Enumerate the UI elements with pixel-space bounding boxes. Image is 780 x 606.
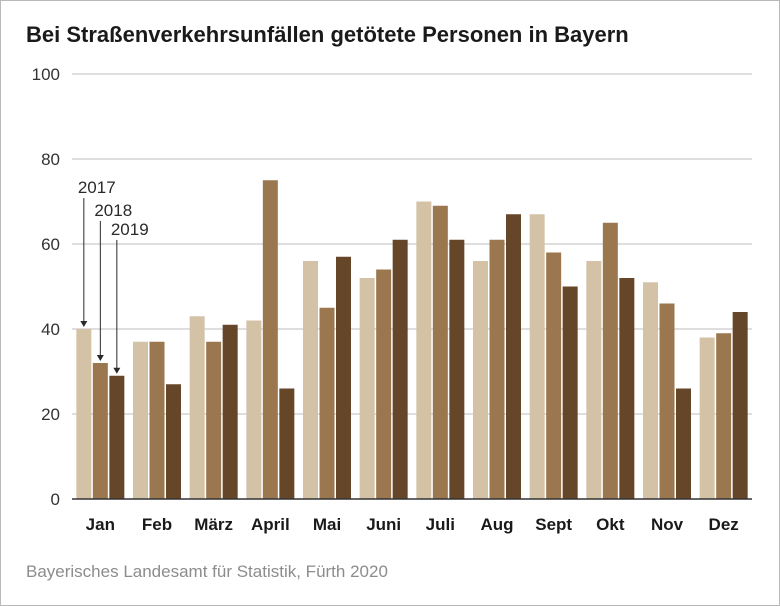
bar-2019-Juli [449, 239, 465, 499]
source-note: Bayerisches Landesamt für Statistik, Für… [26, 562, 388, 581]
bar-2019-Aug [506, 214, 521, 499]
bar-2019-Sept [562, 286, 578, 499]
x-tick-label: Juli [426, 515, 455, 534]
bar-2018-März [206, 341, 222, 499]
x-tick-label: Sept [535, 515, 572, 534]
y-tick-label: 100 [32, 65, 60, 84]
y-tick-label: 20 [41, 405, 60, 424]
bar-2017-Dez [699, 337, 715, 499]
bar-2018-Aug [489, 239, 505, 499]
bar-2018-Juli [432, 205, 448, 499]
bar-2017-März [189, 316, 205, 499]
bar-2017-Juli [416, 201, 432, 499]
y-tick-label: 60 [41, 235, 60, 254]
series-label-2017: 2017 [78, 178, 116, 197]
bar-2018-Mai [319, 307, 335, 499]
bar-2019-Mai [336, 256, 351, 499]
bar-2018-Nov [659, 303, 675, 499]
y-tick-label: 0 [51, 490, 60, 509]
series-arrow-head [113, 367, 121, 374]
x-tick-label: Dez [709, 515, 739, 534]
bar-2017-Feb [133, 341, 148, 499]
gridlines [72, 73, 752, 415]
x-tick-label: Okt [596, 515, 625, 534]
series-label-2019: 2019 [111, 220, 149, 239]
bar-2018-Juni [376, 269, 392, 499]
series-arrow-head [80, 321, 88, 327]
x-tick-label: Juni [366, 515, 401, 534]
chart-title: Bei Straßenverkehrsunfällen getötete Per… [26, 22, 629, 47]
bar-2019-April [279, 388, 295, 499]
bar-2017-Okt [586, 261, 602, 499]
bar-2018-Feb [149, 341, 165, 499]
axes: 0 20 40 60 80 100 Jan Feb März April Mai Juni Juli Au… [32, 65, 752, 534]
bar-2019-Nov [676, 388, 691, 499]
x-tick-label: Jan [86, 515, 115, 534]
bar-2017-Sept [529, 214, 545, 499]
bar-2019-Jan [109, 375, 125, 499]
bar-2019-Feb [166, 384, 181, 499]
bars [76, 180, 748, 499]
x-tick-label: Nov [651, 515, 684, 534]
bar-2019-Okt [619, 278, 635, 499]
x-tick-label: Feb [142, 515, 172, 534]
bar-2017-Mai [303, 261, 318, 499]
bar-2018-Dez [716, 333, 732, 499]
series-arrow-head [96, 355, 104, 361]
bar-2017-Aug [473, 261, 488, 499]
bar-2017-Juni [359, 278, 375, 499]
bar-2017-Nov [643, 282, 658, 499]
bar-2018-April [262, 180, 278, 499]
bar-2019-März [222, 324, 238, 499]
bar-2017-April [246, 320, 262, 499]
bar-2017-Jan [76, 329, 92, 499]
bar-2018-Sept [546, 252, 562, 499]
bar-2019-Dez [732, 312, 748, 499]
x-tick-label: Aug [480, 515, 513, 534]
bar-2018-Okt [602, 222, 618, 499]
x-tick-label: Mai [313, 515, 341, 534]
bar-2019-Juni [392, 239, 408, 499]
x-tick-label: März [194, 515, 233, 534]
series-label-2018: 2018 [94, 201, 132, 220]
y-tick-label: 40 [41, 320, 60, 339]
y-tick-label: 80 [41, 150, 60, 169]
x-tick-label: April [251, 515, 290, 534]
bar-2018-Jan [92, 363, 108, 499]
